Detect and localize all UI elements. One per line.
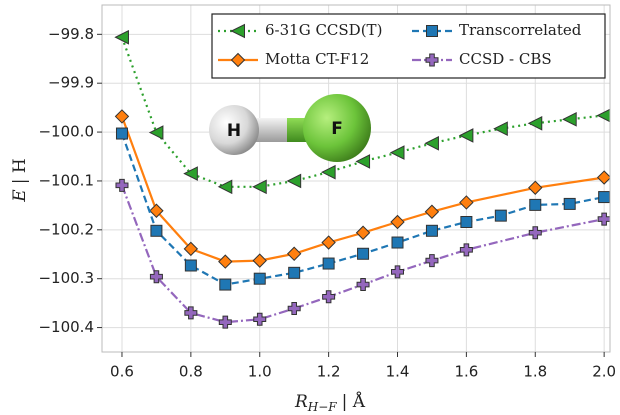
atom-label: F <box>331 119 343 139</box>
marker <box>597 212 610 226</box>
marker <box>149 203 164 218</box>
y-axis-label: E | H <box>10 158 30 202</box>
legend-label: Motta CT-F12 <box>265 50 369 68</box>
marker <box>355 154 371 169</box>
marker <box>426 25 438 37</box>
y-tick-label: −100.1 <box>38 171 94 189</box>
legend-label: CCSD - CBS <box>459 50 552 68</box>
marker <box>252 179 267 195</box>
marker <box>218 315 232 329</box>
marker <box>596 108 610 123</box>
marker <box>459 243 473 257</box>
marker <box>218 254 233 269</box>
marker <box>253 312 267 326</box>
marker <box>288 266 301 279</box>
legend-frame <box>211 13 606 79</box>
marker <box>286 173 302 189</box>
marker <box>217 179 233 195</box>
marker <box>424 136 439 151</box>
x-label-unit: | Å <box>342 391 366 412</box>
y-tick-label: −100.3 <box>38 269 94 287</box>
marker <box>459 195 474 210</box>
marker <box>184 306 198 320</box>
marker <box>356 278 370 292</box>
marker <box>183 241 199 257</box>
marker <box>230 23 245 39</box>
marker <box>253 272 266 285</box>
marker <box>493 121 508 136</box>
marker <box>389 145 405 160</box>
marker <box>528 226 542 240</box>
marker <box>529 198 542 211</box>
marker <box>390 214 405 230</box>
legend: 6-31G CCSD(T) Motta CT-F12 Transcorrelated… <box>211 13 606 79</box>
y-tick-label: −99.8 <box>48 25 94 43</box>
atom-f <box>303 94 371 162</box>
x-tick-label: 1.0 <box>248 363 272 381</box>
marker <box>184 259 197 272</box>
marker <box>391 236 404 249</box>
marker <box>183 166 198 181</box>
y-tick-label: −100.2 <box>38 220 94 238</box>
legend-label: 6-31G CCSD(T) <box>265 21 382 39</box>
axes-frame <box>101 4 611 353</box>
marker <box>460 215 473 228</box>
marker <box>115 178 129 192</box>
y-tick-label: −100.0 <box>38 123 94 141</box>
y-tick-label: −99.9 <box>48 74 94 92</box>
legend-label: Transcorrelated <box>459 21 582 39</box>
marker <box>527 115 543 131</box>
marker <box>391 265 405 279</box>
marker <box>219 278 232 291</box>
marker <box>149 270 163 284</box>
x-tick-label: 1.6 <box>454 363 478 381</box>
x-axis-label: RH−F | Å <box>294 391 366 414</box>
marker <box>321 164 336 180</box>
marker <box>458 128 474 143</box>
plot-area <box>114 29 610 329</box>
molecule: H F <box>209 94 371 162</box>
marker <box>425 224 438 237</box>
marker <box>596 170 610 185</box>
marker <box>494 209 507 222</box>
x-label-var: R <box>294 392 308 412</box>
marker <box>252 253 267 268</box>
marker <box>322 290 336 304</box>
y-label-unit: | H <box>10 158 30 184</box>
marker <box>115 127 128 140</box>
x-tick-label: 1.8 <box>523 363 547 381</box>
atom-label: H <box>227 121 241 141</box>
y-label-var: E <box>10 189 30 203</box>
x-tick-label: 0.6 <box>110 363 134 381</box>
x-tick-label: 0.8 <box>179 363 203 381</box>
marker <box>562 112 577 127</box>
marker <box>150 224 163 237</box>
marker <box>114 29 129 45</box>
atom-h <box>209 105 259 155</box>
marker <box>424 204 440 219</box>
x-label-sub: H−F <box>307 400 338 414</box>
marker <box>357 247 370 260</box>
marker <box>425 254 439 268</box>
marker <box>286 246 302 261</box>
marker <box>230 52 246 68</box>
marker <box>355 225 371 240</box>
marker <box>598 191 610 204</box>
x-tick-label: 1.2 <box>317 363 341 381</box>
marker <box>148 125 164 140</box>
y-tick-label: −100.4 <box>38 318 94 336</box>
marker <box>114 109 130 124</box>
x-tick-label: 1.4 <box>386 363 410 381</box>
marker <box>563 197 576 210</box>
marker <box>321 235 336 250</box>
marker <box>322 257 335 270</box>
marker <box>287 302 301 316</box>
marker <box>528 180 543 195</box>
marker <box>425 53 439 67</box>
x-tick-label: 2.0 <box>592 363 616 381</box>
